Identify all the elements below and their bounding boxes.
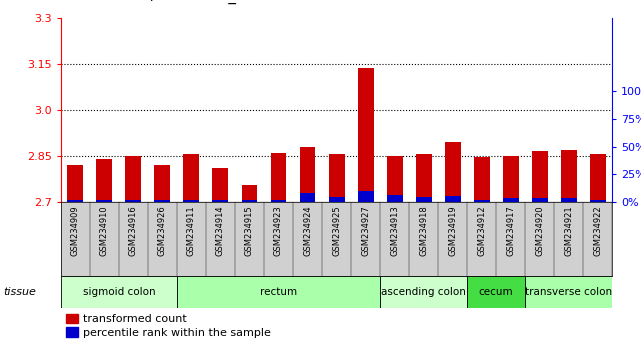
Text: GSM234913: GSM234913 [390,205,399,256]
Bar [358,68,374,202]
Text: cecum: cecum [479,287,513,297]
Text: GSM234924: GSM234924 [303,205,312,256]
Text: GSM234926: GSM234926 [158,205,167,256]
Bar [126,156,142,202]
Text: GSM234921: GSM234921 [564,205,573,256]
FancyBboxPatch shape [525,276,612,308]
Bar [329,154,344,202]
Text: GSM234927: GSM234927 [361,205,370,256]
Bar [445,196,461,202]
Text: GSM234923: GSM234923 [274,205,283,256]
Text: GSM234919: GSM234919 [448,205,457,256]
Bar [503,199,519,202]
Text: GSM234909: GSM234909 [71,205,80,256]
Bar [387,195,403,202]
Bar [242,185,258,202]
Bar [590,200,606,202]
Bar [474,200,490,202]
Bar [213,168,228,202]
Text: tissue: tissue [3,287,36,297]
Bar [96,200,112,202]
Bar [531,151,547,202]
Text: ascending colon: ascending colon [381,287,466,297]
Text: GSM234920: GSM234920 [535,205,544,256]
Bar [415,154,431,202]
Bar [531,199,547,202]
Bar [213,200,228,202]
Bar [271,200,287,202]
Text: GSM234912: GSM234912 [477,205,486,256]
Bar [561,150,577,202]
Text: transverse colon: transverse colon [525,287,612,297]
Bar [299,147,315,202]
Bar [242,200,258,202]
Bar [67,165,83,202]
FancyBboxPatch shape [467,276,525,308]
Text: rectum: rectum [260,287,297,297]
Bar [299,193,315,202]
Bar [154,200,171,202]
FancyBboxPatch shape [61,276,177,308]
Text: GDS3141 / 1554264_at: GDS3141 / 1554264_at [74,0,251,4]
Bar [358,191,374,202]
Text: GSM234925: GSM234925 [332,205,341,256]
Bar [271,153,287,202]
Text: GSM234911: GSM234911 [187,205,196,256]
Bar [415,198,431,202]
Text: sigmoid colon: sigmoid colon [83,287,155,297]
Bar [329,198,344,202]
Bar [445,142,461,202]
FancyBboxPatch shape [177,276,380,308]
Text: GSM234914: GSM234914 [216,205,225,256]
Text: GSM234917: GSM234917 [506,205,515,256]
Text: GSM234922: GSM234922 [593,205,602,256]
Text: GSM234910: GSM234910 [100,205,109,256]
Bar [183,200,199,202]
Bar [126,200,142,202]
Bar [96,159,112,202]
Bar [67,200,83,202]
Bar [590,154,606,202]
Bar [387,156,403,202]
Bar [474,157,490,202]
Bar [561,199,577,202]
Legend: transformed count, percentile rank within the sample: transformed count, percentile rank withi… [67,314,271,338]
Bar [183,154,199,202]
Text: GSM234916: GSM234916 [129,205,138,256]
FancyBboxPatch shape [380,276,467,308]
Bar [503,156,519,202]
Bar [154,165,171,202]
Text: GSM234918: GSM234918 [419,205,428,256]
Text: GSM234915: GSM234915 [245,205,254,256]
